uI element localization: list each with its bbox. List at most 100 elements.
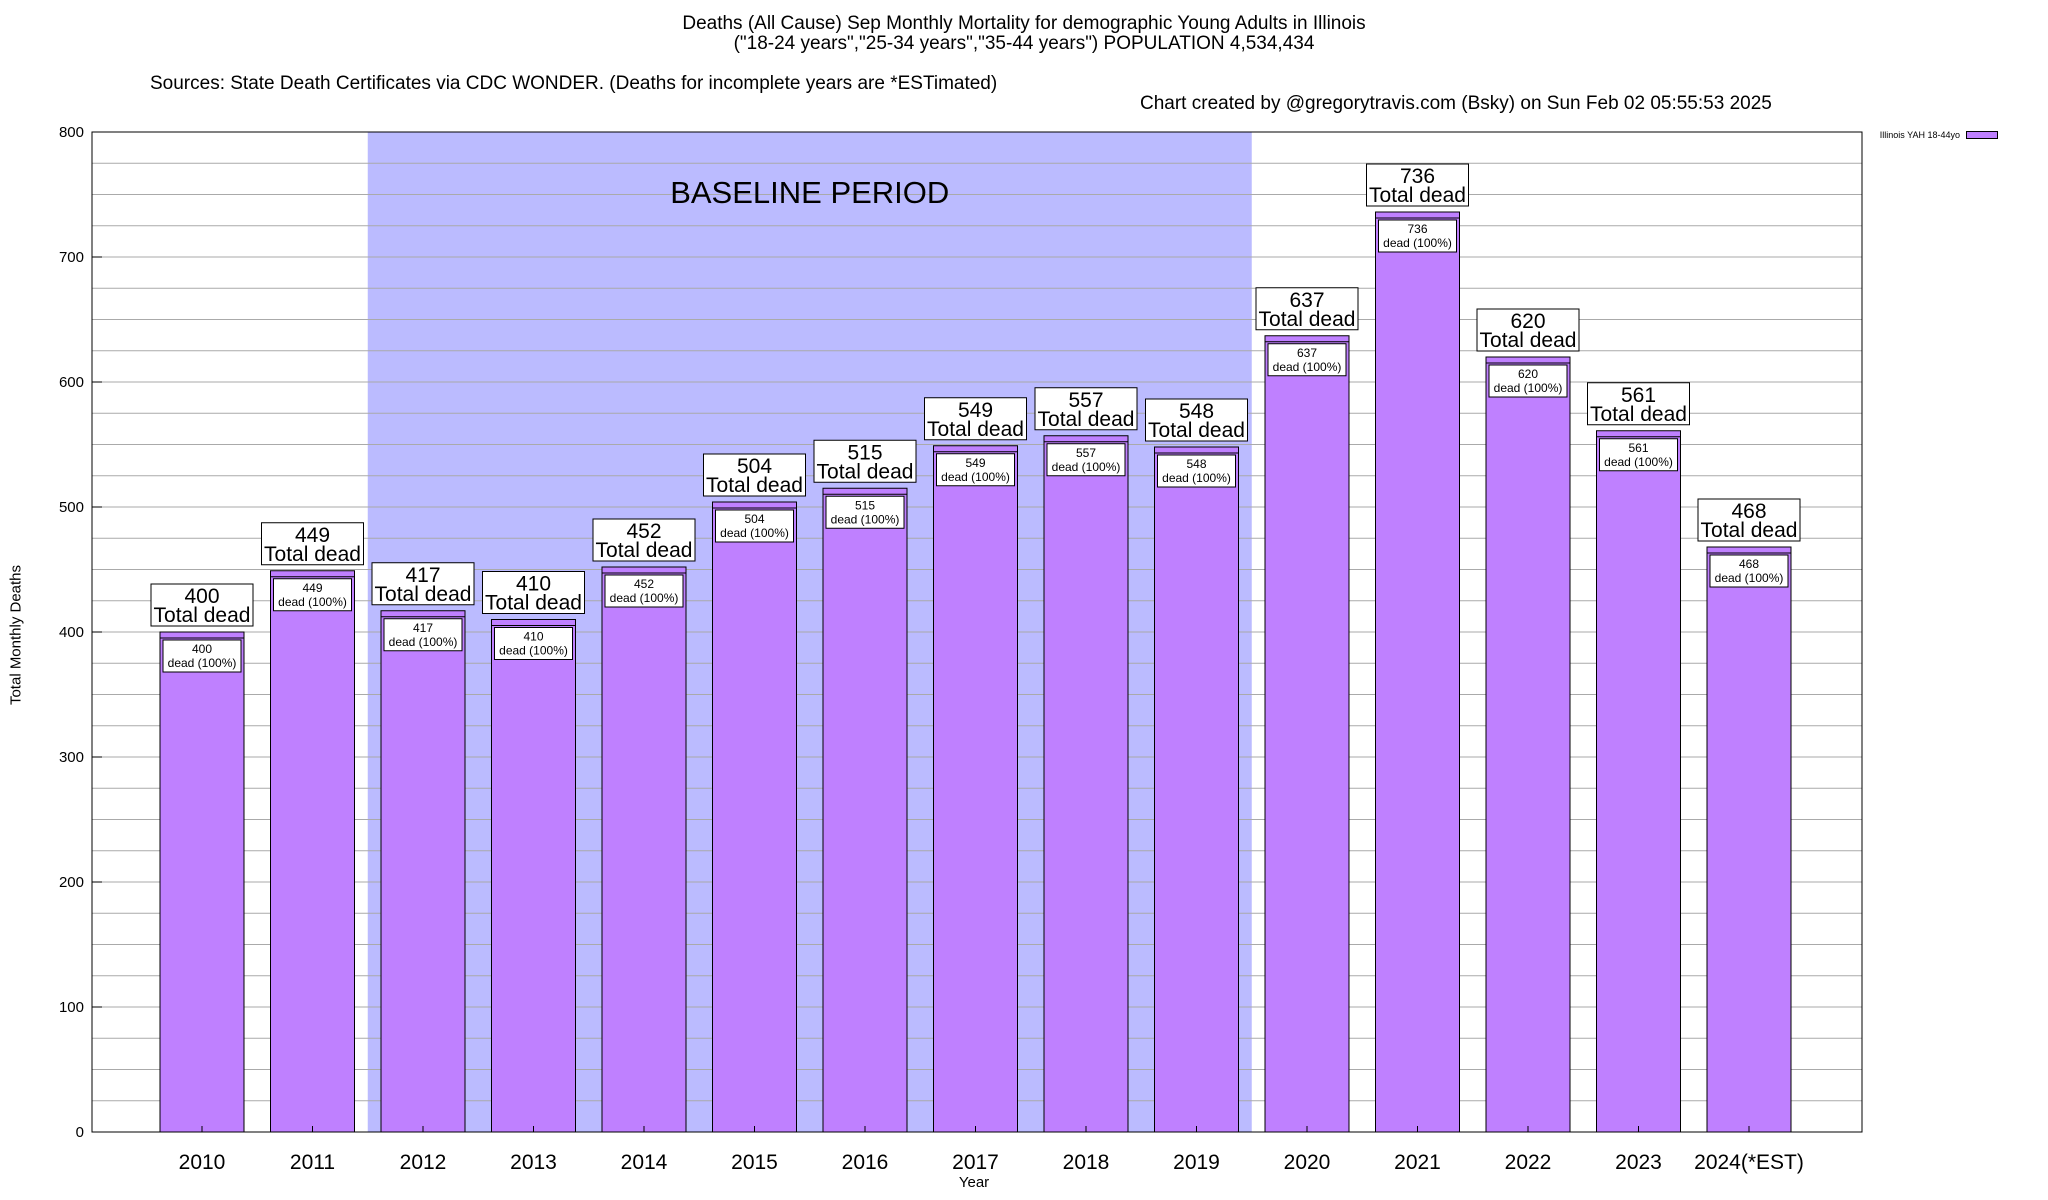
- y-axis-title: Total Monthly Deaths: [7, 564, 25, 706]
- bar-inner-value: 557: [1076, 446, 1096, 460]
- bar-outer-caption: Total dead: [596, 539, 693, 562]
- bar-outer-caption: Total dead: [1480, 329, 1577, 352]
- sources-line: Sources: State Death Certificates via CD…: [0, 54, 2048, 114]
- bar-inner-caption: dead (100%): [1494, 381, 1563, 395]
- bar-inner-caption: dead (100%): [499, 644, 568, 658]
- bar-inner-label-box: [273, 578, 352, 612]
- x-tick-label: 2015: [731, 1151, 778, 1174]
- bar-outer-caption: Total dead: [1148, 419, 1245, 442]
- bar-outer-label-box: [1145, 398, 1248, 442]
- bar-inner-value: 637: [1297, 346, 1317, 360]
- legend-label: Illinois YAH 18-44yo: [1879, 130, 1960, 140]
- bar-inner-label-box: [936, 453, 1015, 487]
- bar-outer-caption: Total dead: [1259, 308, 1356, 331]
- bar-outer-caption: Total dead: [264, 543, 361, 566]
- bar-outer-label-box: [1476, 308, 1580, 352]
- x-tick-label: 2017: [952, 1151, 999, 1174]
- x-tick-label: 2011: [290, 1151, 335, 1174]
- bar: [1706, 546, 1792, 1133]
- bar-outer-caption: Total dead: [817, 460, 914, 483]
- bar-inner-caption: dead (100%): [389, 635, 458, 649]
- chart-title: Deaths (All Cause) Sep Monthly Mortality…: [682, 13, 1366, 34]
- y-tick-label: 400: [59, 624, 84, 641]
- bar-outer-label-box: [482, 571, 585, 614]
- bar-outer-caption: Total dead: [927, 418, 1024, 441]
- bar-outer-label-box: [371, 562, 475, 606]
- bar-inner-label-box: [1599, 438, 1678, 472]
- bar-outer-caption: Total dead: [485, 592, 582, 615]
- bar-inner-label-box: [494, 627, 573, 660]
- bar-value-label: 637: [1289, 289, 1324, 312]
- bar-value-label: 468: [1731, 500, 1766, 523]
- bar-inner-caption: dead (100%): [941, 470, 1010, 484]
- bar-inner-value: 515: [855, 498, 875, 512]
- x-tick-label: 2021: [1394, 1151, 1441, 1174]
- bar-outer-label-box: [1697, 498, 1801, 542]
- bar-outer-caption: Total dead: [1590, 403, 1687, 426]
- bar-inner-label-box: [383, 618, 463, 652]
- bar-inner-label-box: [1709, 554, 1789, 588]
- bar-outer-caption: Total dead: [1701, 519, 1798, 542]
- x-tick-label: 2010: [179, 1151, 226, 1174]
- bar-inner-value: 620: [1518, 367, 1538, 381]
- bar-inner-caption: dead (100%): [168, 656, 237, 670]
- x-tick-label: 2020: [1284, 1151, 1331, 1174]
- bar-value-label: 557: [1068, 389, 1103, 412]
- bar-value-label: 515: [847, 441, 882, 464]
- bar-inner-value: 548: [1186, 457, 1206, 471]
- bar-value-label: 620: [1510, 310, 1545, 333]
- bar-value-label: 736: [1400, 165, 1435, 188]
- bar: [270, 570, 355, 1133]
- bar-inner-caption: dead (100%): [1162, 471, 1231, 485]
- bar-inner-caption: dead (100%): [610, 591, 679, 605]
- bar-outer-label-box: [1587, 382, 1690, 426]
- bar-value-label: 504: [737, 455, 772, 478]
- credit-text: Chart created by @gregorytravis.com (Bsk…: [1140, 93, 1772, 114]
- bar-outer-caption: Total dead: [1038, 408, 1135, 431]
- y-tick-label: 100: [59, 999, 84, 1016]
- y-tick-label: 0: [76, 1124, 84, 1141]
- bar-value-label: 400: [184, 585, 219, 608]
- x-tick-label: 2024(*EST): [1694, 1151, 1804, 1174]
- x-axis-title: Year: [959, 1174, 989, 1191]
- y-tick-label: 700: [59, 249, 84, 266]
- legend: Illinois YAH 18-44yo: [1880, 130, 1998, 140]
- bar-value-label: 410: [516, 573, 551, 596]
- bar-inner-caption: dead (100%): [1052, 460, 1121, 474]
- x-tick-label: 2013: [510, 1151, 557, 1174]
- bar: [712, 501, 797, 1133]
- x-tick-label: 2016: [842, 1151, 889, 1174]
- bar-outer-label-box: [924, 397, 1027, 441]
- bar-inner-label-box: [1046, 443, 1126, 477]
- bar-value-label: 417: [405, 564, 440, 587]
- chart-title-block: Deaths (All Cause) Sep Monthly Mortality…: [0, 14, 2048, 54]
- x-tick-label: 2018: [1063, 1151, 1110, 1174]
- bar-outer-label-box: [1255, 287, 1359, 331]
- bar-outer-label-box: [592, 518, 696, 562]
- y-tick-label: 200: [59, 874, 84, 891]
- bar-inner-value: 410: [523, 630, 543, 644]
- bar-outer-label-box: [1366, 163, 1469, 207]
- bar-inner-value: 468: [1739, 557, 1759, 571]
- bar-inner-label-box: [1488, 364, 1568, 398]
- bar-inner-value: 449: [302, 581, 322, 595]
- bar: [601, 566, 687, 1133]
- bar: [1154, 446, 1239, 1133]
- bar-outer-label-box: [813, 439, 917, 483]
- bar-value-label: 452: [626, 520, 661, 543]
- bar-outer-label-box: [150, 583, 254, 627]
- bar-inner-label-box: [715, 509, 794, 543]
- bar: [822, 487, 908, 1133]
- bar: [1375, 211, 1460, 1133]
- bar-inner-caption: dead (100%): [1604, 455, 1673, 469]
- x-tick-label: 2012: [400, 1151, 447, 1174]
- bar: [1596, 430, 1681, 1133]
- baseline-label: BASELINE PERIOD: [670, 175, 949, 210]
- bar-value-label: 549: [958, 399, 993, 422]
- bar: [159, 631, 245, 1133]
- bar-outer-caption: Total dead: [375, 583, 472, 606]
- bar: [933, 445, 1018, 1133]
- y-tick-label: 600: [59, 374, 84, 391]
- bar-inner-value: 504: [744, 512, 764, 526]
